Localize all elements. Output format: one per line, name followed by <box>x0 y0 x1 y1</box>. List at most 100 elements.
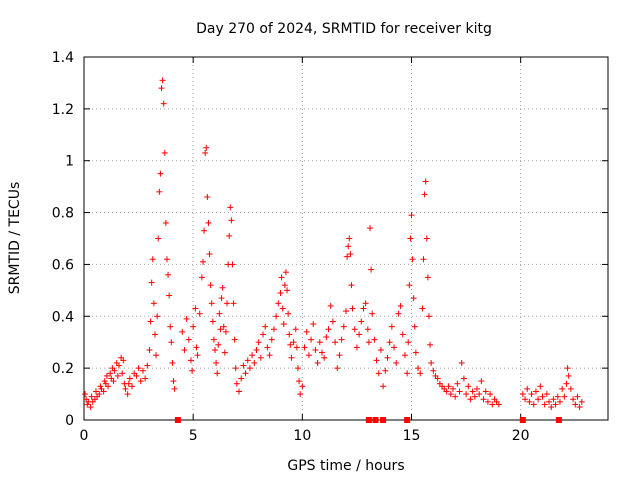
data-point <box>365 339 372 346</box>
data-point <box>358 318 365 325</box>
data-point <box>114 372 121 379</box>
data-point <box>292 326 299 333</box>
data-point-zero <box>519 417 526 423</box>
data-point <box>103 372 110 379</box>
data-point <box>458 359 465 366</box>
data-point <box>244 357 251 364</box>
data-point <box>251 359 258 366</box>
data-point <box>346 235 353 242</box>
data-point <box>217 326 224 333</box>
data-point-zero <box>380 417 387 423</box>
data-point <box>119 370 126 377</box>
data-point <box>135 365 142 372</box>
data-point <box>340 323 347 330</box>
data-point <box>149 256 156 263</box>
data-point <box>487 391 494 398</box>
data-point <box>308 336 315 343</box>
data-point <box>224 300 231 307</box>
data-point <box>236 388 243 395</box>
data-point <box>478 378 485 385</box>
data-point <box>406 282 413 289</box>
data-point <box>409 256 416 263</box>
data-point <box>419 305 426 312</box>
data-point <box>401 352 408 359</box>
chart-title: Day 270 of 2024, SRMTID for receiver kit… <box>196 21 492 37</box>
data-point <box>249 352 256 359</box>
data-point <box>155 235 162 242</box>
data-point <box>417 370 424 377</box>
data-point <box>193 344 200 351</box>
data-point <box>318 349 325 356</box>
data-point <box>220 323 227 330</box>
data-point <box>430 367 437 374</box>
data-point <box>375 370 382 377</box>
data-point <box>530 401 537 408</box>
data-point <box>137 378 144 385</box>
data-point <box>167 323 174 330</box>
data-point <box>277 289 284 296</box>
data-point <box>489 401 496 408</box>
data-point <box>207 282 214 289</box>
data-point <box>213 359 220 366</box>
data-point <box>434 375 441 382</box>
data-point <box>522 396 529 403</box>
data-point <box>166 292 173 299</box>
data-point <box>332 339 339 346</box>
data-point <box>160 100 167 107</box>
data-point <box>373 357 380 364</box>
data-point <box>456 388 463 395</box>
x-tick-label: 0 <box>80 428 89 444</box>
data-point <box>286 331 293 338</box>
data-point <box>301 344 308 351</box>
y-tick-label: 0 <box>65 413 74 429</box>
data-point <box>305 352 312 359</box>
plot-frame <box>83 56 609 421</box>
data-point <box>550 396 557 403</box>
data-point <box>260 331 267 338</box>
data-point <box>162 219 169 226</box>
data-point <box>215 341 222 348</box>
data-point <box>410 295 417 302</box>
data-point <box>111 367 118 374</box>
data-point <box>266 352 273 359</box>
data-point <box>386 339 393 346</box>
data-point <box>404 370 411 377</box>
data-point <box>447 391 454 398</box>
data-point <box>299 383 306 390</box>
data-point <box>393 359 400 366</box>
data-point <box>210 336 217 343</box>
data-point <box>445 383 452 390</box>
data-point <box>183 315 190 322</box>
data-point <box>371 336 378 343</box>
data-point <box>421 191 428 198</box>
data-point <box>367 225 374 232</box>
data-point <box>519 391 526 398</box>
y-tick-label: 0.2 <box>52 361 74 377</box>
y-tick-label: 0.6 <box>52 257 74 273</box>
data-point <box>535 396 542 403</box>
x-tick-label: 20 <box>512 428 530 444</box>
data-point <box>232 365 239 372</box>
data-point <box>338 336 345 343</box>
data-point <box>194 352 201 359</box>
data-point <box>336 352 343 359</box>
data-point <box>360 305 367 312</box>
data-point <box>567 385 574 392</box>
data-point <box>278 274 285 281</box>
data-point <box>212 346 218 353</box>
data-point <box>349 305 356 312</box>
data-point <box>100 388 107 395</box>
data-point <box>353 344 360 351</box>
y-tick-label: 0.4 <box>52 309 74 325</box>
data-point <box>539 393 546 400</box>
data-point <box>351 326 358 333</box>
data-point <box>576 404 583 411</box>
data-point <box>303 328 310 335</box>
data-point <box>546 398 553 405</box>
data-point <box>415 365 422 372</box>
data-point <box>312 346 319 353</box>
data-point <box>226 232 233 239</box>
data-point <box>238 375 245 382</box>
data-point <box>397 302 404 309</box>
data-point <box>399 331 406 338</box>
